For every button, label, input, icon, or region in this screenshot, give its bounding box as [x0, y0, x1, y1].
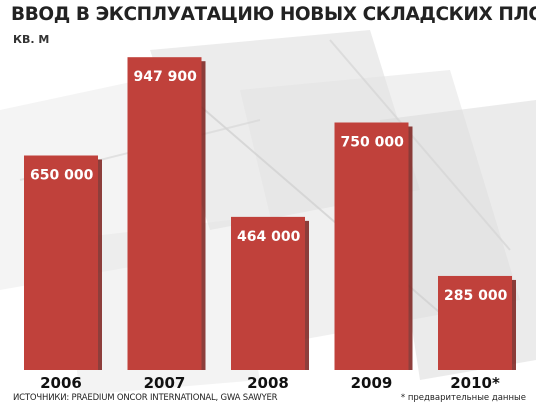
chart-title: ВВОД В ЭКСПЛУАТАЦИЮ НОВЫХ СКЛАДСКИХ ПЛОЩ…: [11, 4, 536, 25]
x-tick-label: 2006: [40, 374, 82, 392]
bar-2007: [127, 57, 202, 371]
value-label: 464 000: [237, 229, 301, 245]
value-label: 650 000: [30, 168, 94, 184]
value-label: 947 900: [134, 69, 198, 85]
x-tick-label: 2010*: [450, 374, 500, 392]
x-tick-label: 2008: [247, 374, 289, 392]
bar-2009: [334, 122, 409, 370]
value-label: 285 000: [444, 288, 508, 304]
bar-2010*: [438, 275, 512, 370]
source-note: ИСТОЧНИКИ: PRAEDIUM ONCOR INTERNATIONAL,…: [13, 393, 278, 403]
bar-2006: [24, 155, 98, 370]
value-label: 750 000: [341, 135, 405, 151]
unit-label: КВ. М: [13, 33, 50, 46]
bar-2008: [231, 216, 305, 370]
x-tick-label: 2009: [351, 374, 393, 392]
x-tick-label: 2007: [144, 374, 186, 392]
footnote: * предварительные данные: [400, 393, 526, 403]
